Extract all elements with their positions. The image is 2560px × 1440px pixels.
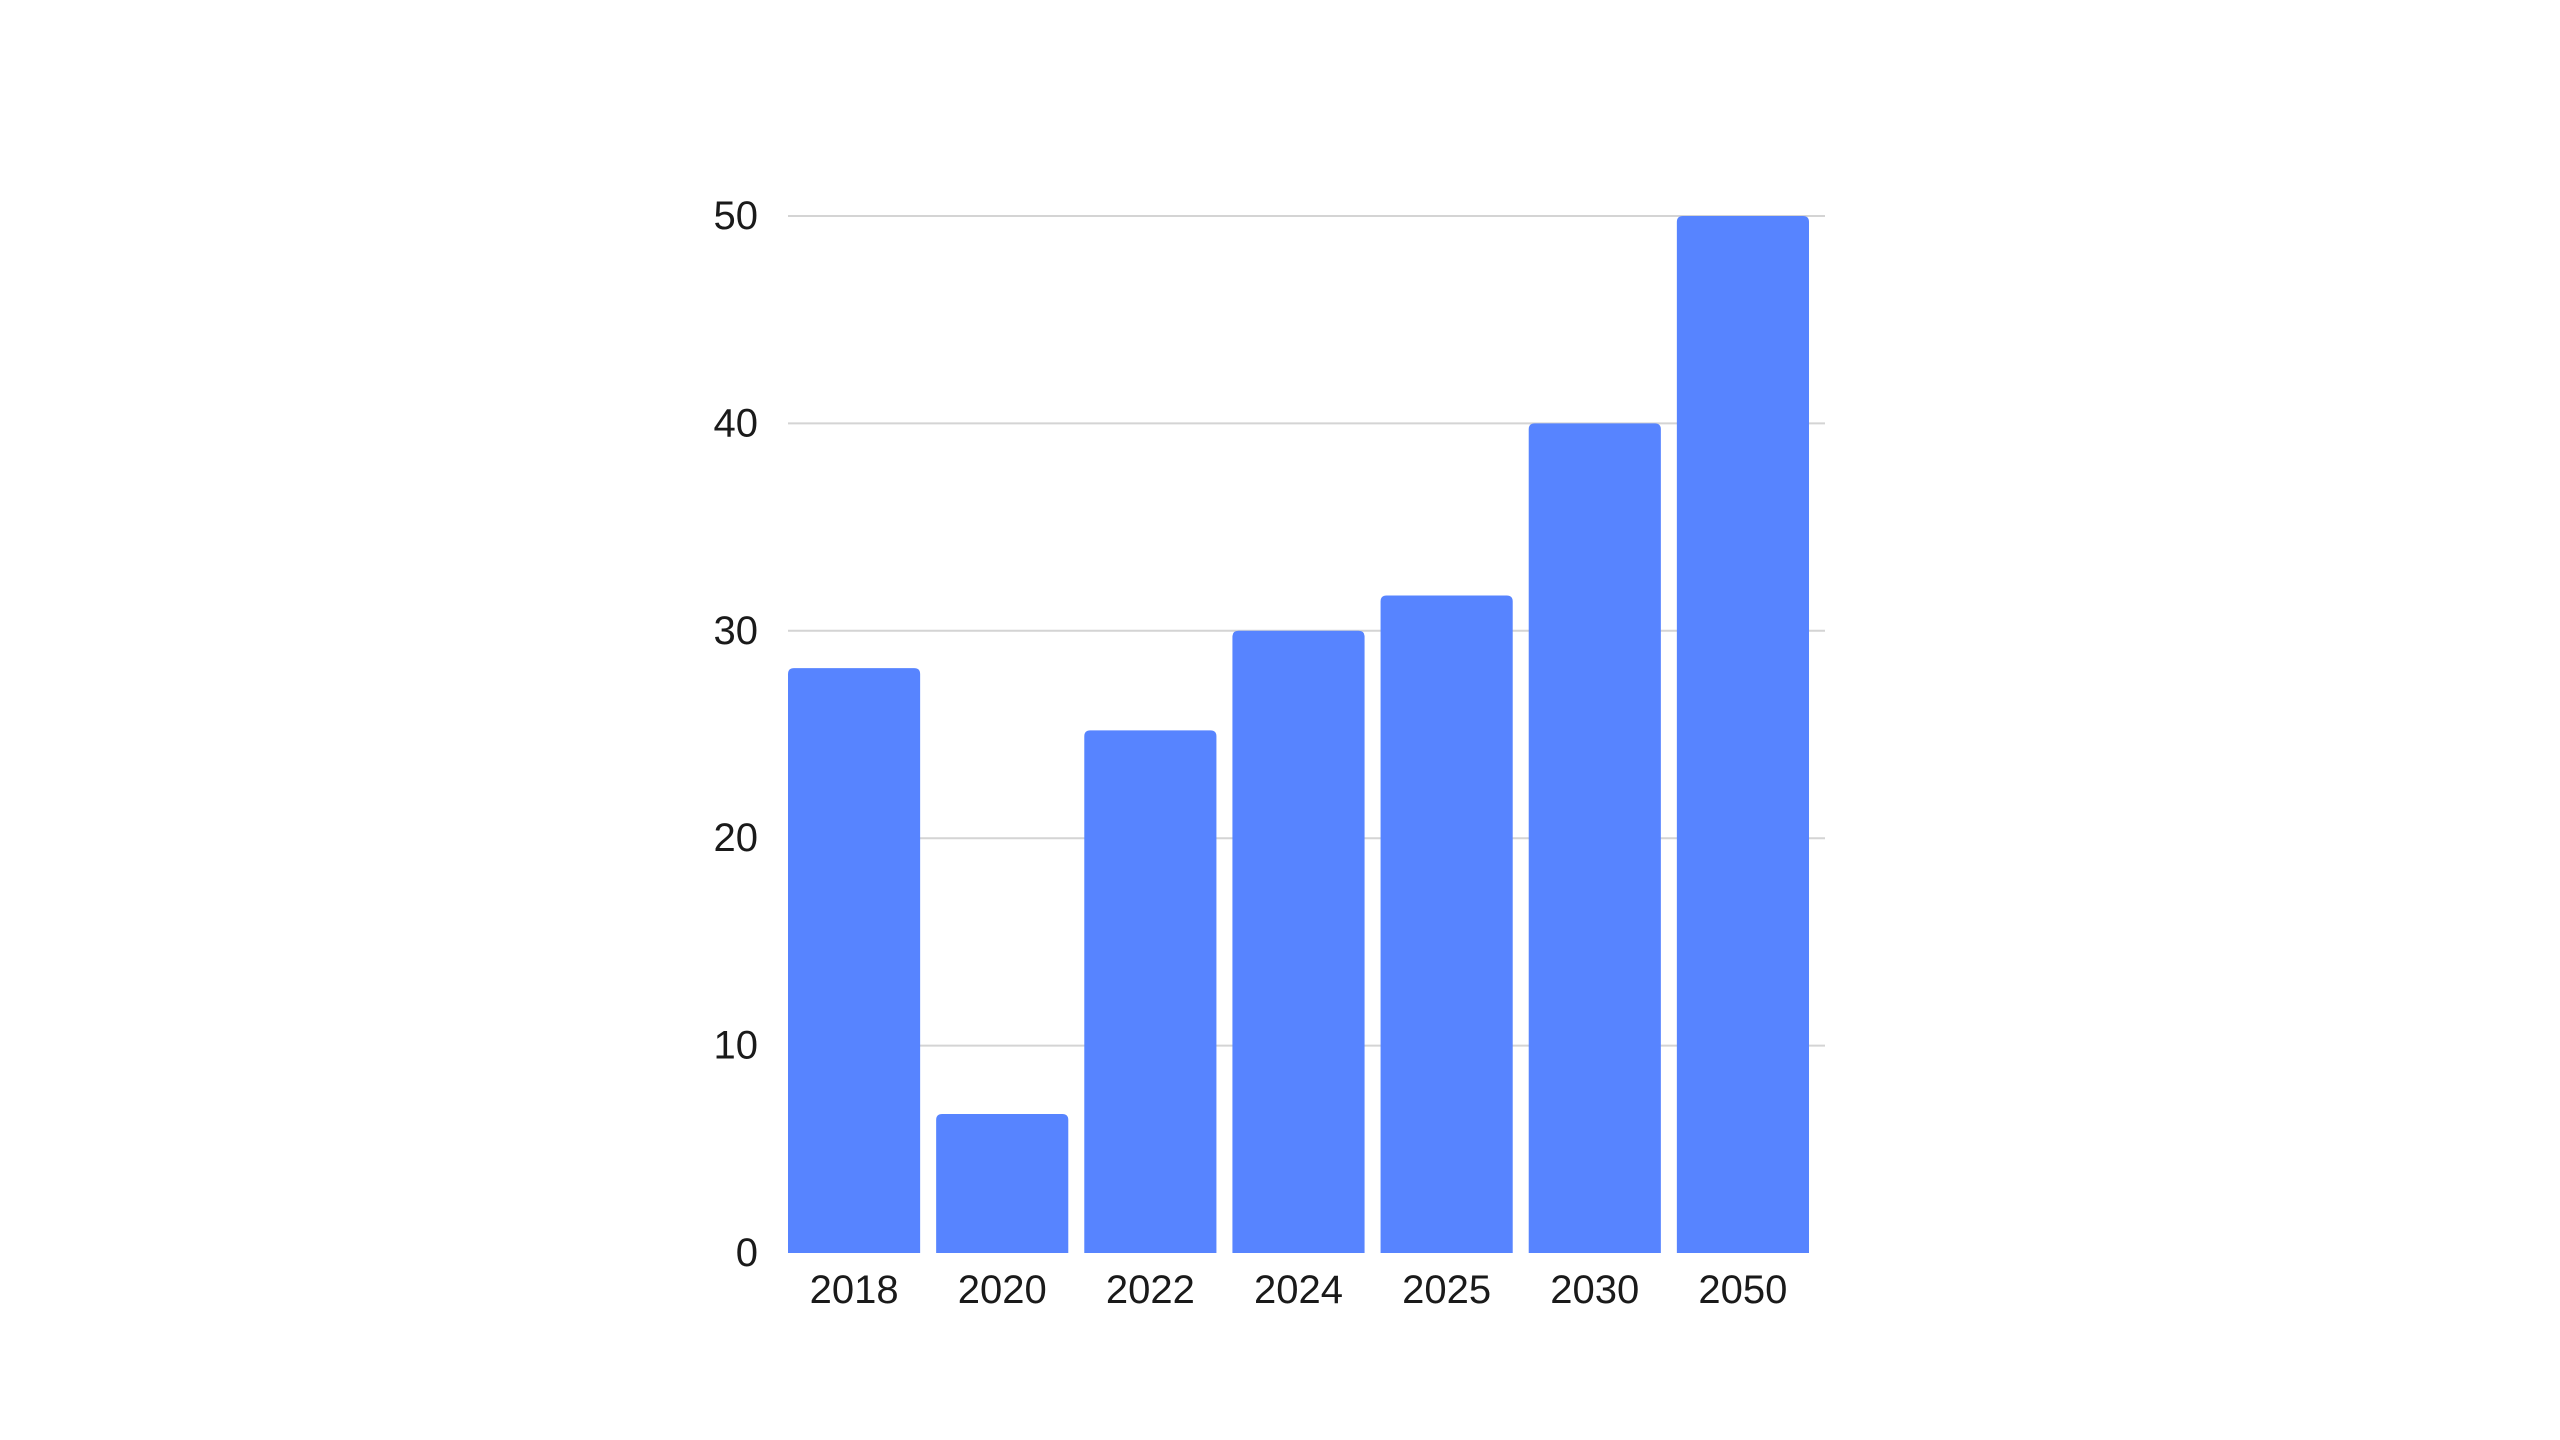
x-tick-label: 2050 <box>1698 1268 1787 1312</box>
bar-2030 <box>1528 423 1661 1253</box>
x-tick-label: 2025 <box>1402 1268 1491 1312</box>
bar-2022 <box>1084 730 1217 1253</box>
bar-2025 <box>1380 595 1513 1253</box>
y-tick-label: 20 <box>714 816 759 860</box>
y-axis-tick-labels: 0 10 20 30 40 50 <box>714 194 759 1275</box>
x-tick-label: 2018 <box>810 1268 899 1312</box>
y-tick-label: 10 <box>714 1024 759 1068</box>
y-tick-label: 0 <box>736 1231 758 1275</box>
y-tick-label: 40 <box>714 401 759 445</box>
y-tick-label: 30 <box>714 609 759 653</box>
bar-2024 <box>1232 630 1365 1253</box>
bar-2020 <box>936 1114 1069 1253</box>
bars <box>788 216 1809 1253</box>
x-tick-label: 2022 <box>1106 1268 1195 1312</box>
bar-2018 <box>788 668 921 1253</box>
bar-2050 <box>1676 216 1809 1253</box>
y-tick-label: 50 <box>714 194 759 238</box>
x-tick-label: 2024 <box>1254 1268 1343 1312</box>
x-axis-tick-labels: 2018 2020 2022 2024 2025 2030 2050 <box>810 1268 1788 1312</box>
x-tick-label: 2020 <box>958 1268 1047 1312</box>
x-tick-label: 2030 <box>1550 1268 1639 1312</box>
